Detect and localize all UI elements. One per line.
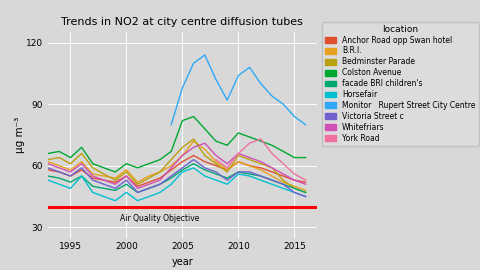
Legend: Anchor Road opp Swan hotel, B.R.I., Bedminster Parade, Colston Avenue, facade BR: Anchor Road opp Swan hotel, B.R.I., Bedm… [322, 22, 479, 146]
Y-axis label: μg m⁻³: μg m⁻³ [14, 117, 24, 153]
Text: Air Quality Objective: Air Quality Objective [120, 214, 200, 223]
Title: Trends in NO2 at city centre diffusion tubes: Trends in NO2 at city centre diffusion t… [61, 18, 303, 28]
X-axis label: year: year [171, 257, 193, 267]
